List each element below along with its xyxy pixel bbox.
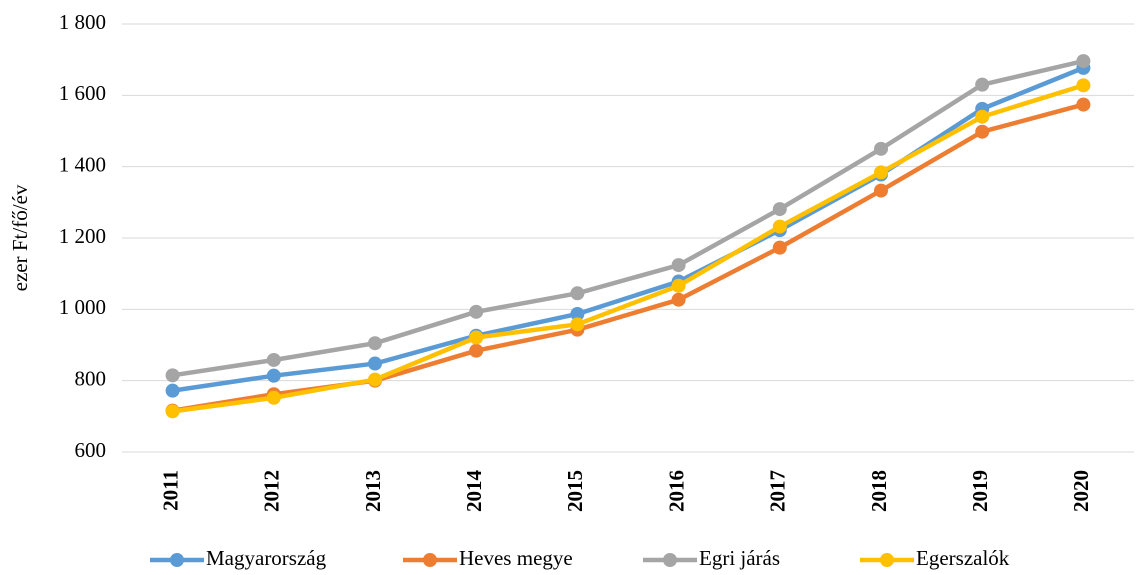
- x-tick-label: 2011: [158, 470, 182, 511]
- legend-marker: [880, 553, 894, 567]
- y-tick-label: 1 800: [59, 10, 106, 34]
- point: [469, 343, 484, 358]
- legend-label: Egri járás: [699, 546, 780, 570]
- legend-label: Heves megye: [459, 546, 573, 570]
- y-tick-label: 1 600: [59, 81, 106, 105]
- y-axis-label: ezer Ft/fő/év: [8, 184, 32, 291]
- x-tick-label: 2014: [462, 470, 486, 513]
- point: [570, 306, 585, 321]
- point: [266, 390, 281, 405]
- point: [368, 336, 382, 351]
- series-line: [172, 58, 1084, 378]
- point: [570, 286, 585, 301]
- point: [772, 240, 787, 255]
- point: [874, 165, 888, 180]
- point: [469, 304, 484, 319]
- x-tick-label: 2016: [664, 470, 688, 512]
- point: [368, 372, 382, 387]
- point: [570, 317, 585, 332]
- point: [165, 368, 180, 383]
- y-tick-label: 1 400: [59, 152, 106, 176]
- point: [469, 330, 484, 345]
- point: [975, 109, 990, 124]
- point: [266, 352, 281, 367]
- legend-item: Magyarország: [150, 546, 327, 570]
- x-tick-label: 2015: [563, 470, 587, 512]
- point: [874, 141, 888, 156]
- x-tick-label: 2020: [1069, 470, 1093, 512]
- point: [266, 368, 281, 383]
- legend-marker: [170, 553, 184, 567]
- y-tick-label: 600: [75, 438, 107, 462]
- point: [975, 77, 990, 92]
- legend-label: Egerszalók: [916, 546, 1010, 570]
- point: [368, 356, 382, 371]
- point: [165, 404, 180, 419]
- legend-marker: [663, 553, 677, 567]
- point: [874, 183, 888, 198]
- point: [975, 124, 990, 139]
- point: [671, 278, 686, 293]
- x-tick-label: 2018: [867, 470, 891, 512]
- point: [772, 219, 787, 234]
- point: [671, 258, 686, 273]
- legend-item: Heves megye: [403, 546, 573, 570]
- y-tick-label: 800: [75, 366, 107, 390]
- point: [1076, 54, 1091, 69]
- series-line: [172, 65, 1085, 393]
- point: [1076, 97, 1091, 112]
- x-tick-label: 2013: [361, 470, 385, 512]
- legend-marker: [423, 553, 437, 567]
- point: [165, 383, 180, 398]
- legend-item: Egri járás: [643, 546, 780, 570]
- legend-item: Egerszalók: [860, 546, 1010, 570]
- y-tick-label: 1 000: [59, 295, 106, 319]
- x-tick-label: 2012: [260, 470, 284, 512]
- series-line: [172, 102, 1084, 413]
- series-line: [172, 83, 1085, 414]
- x-tick-label: 2019: [968, 470, 992, 512]
- y-tick-label: 1 200: [59, 224, 106, 248]
- legend-label: Magyarország: [206, 546, 327, 570]
- point: [671, 292, 686, 307]
- point: [772, 202, 787, 217]
- point: [1076, 78, 1091, 93]
- x-tick-label: 2017: [766, 470, 790, 512]
